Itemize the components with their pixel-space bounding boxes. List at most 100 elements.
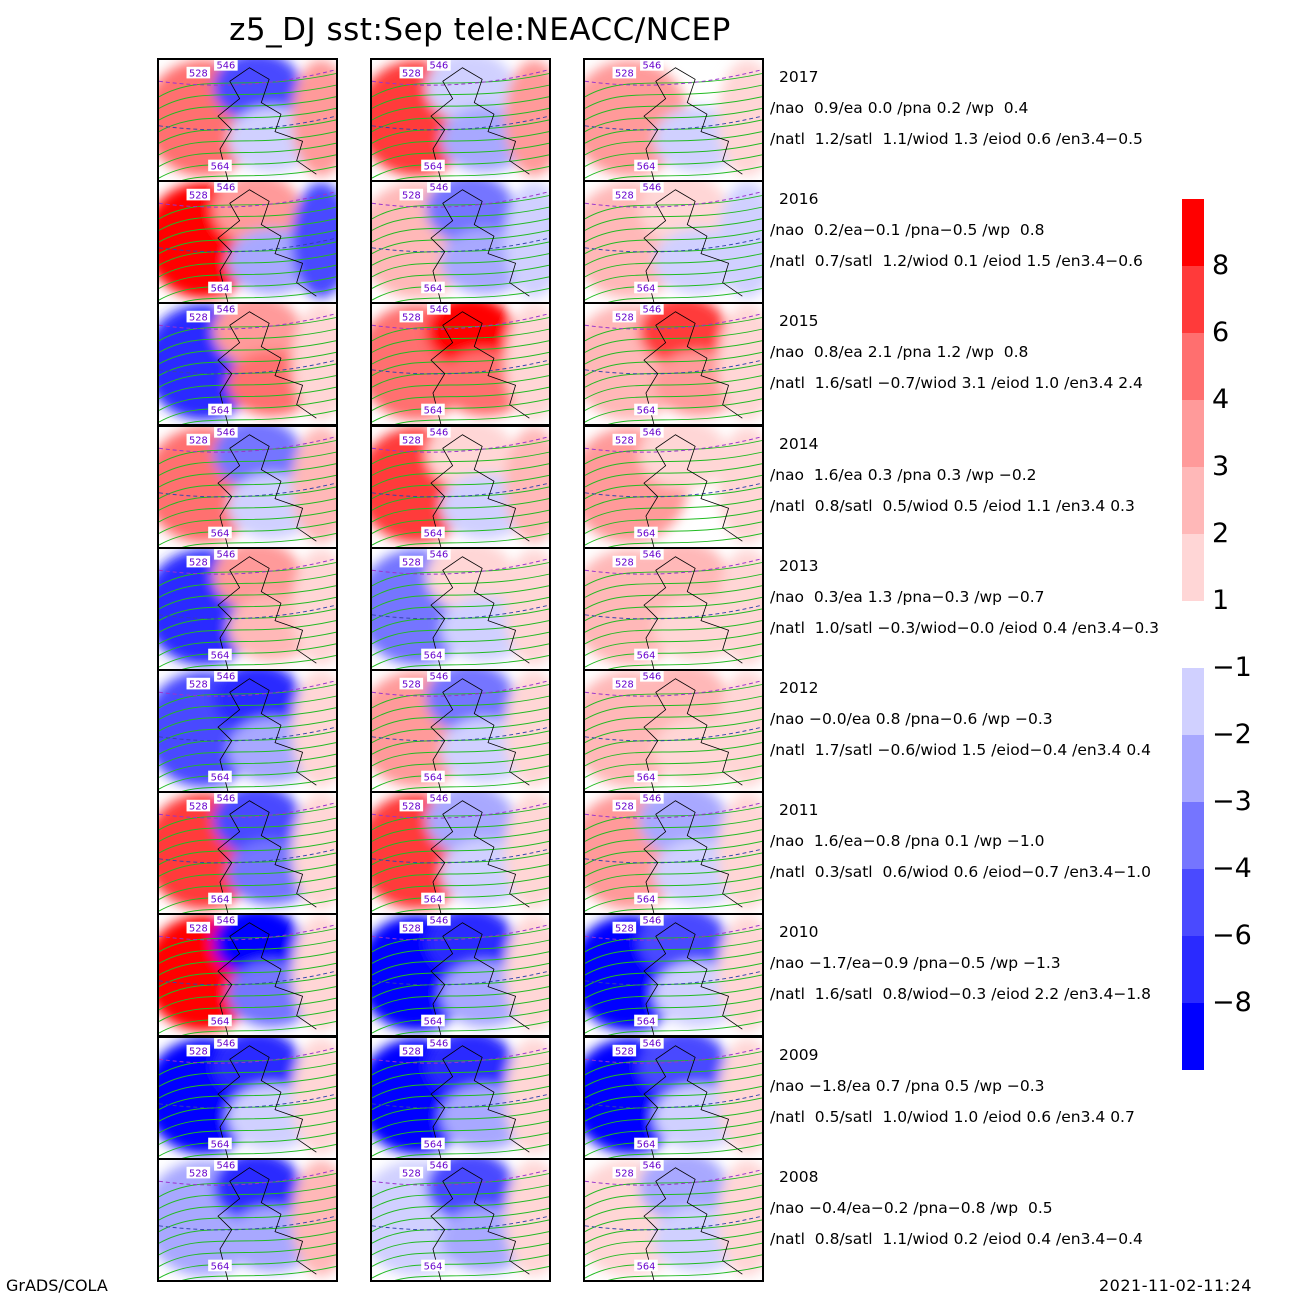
anomaly-blob xyxy=(291,1038,336,1155)
contour-label-bg xyxy=(186,799,211,812)
height-contour xyxy=(372,474,549,500)
height-contour xyxy=(182,654,336,669)
height-contour xyxy=(372,1120,549,1145)
contour-label-bg xyxy=(421,648,445,661)
contour-label-bg xyxy=(612,921,637,934)
teleconnection-indices: /nao 0.9/ea 0.0 /pna 0.2 /wp 0.4 xyxy=(770,99,1029,117)
contour-label-bg xyxy=(208,159,232,172)
sst-indices: /natl 0.5/satl 1.0/wiod 1.0 /eiod 0.6 /e… xyxy=(770,1108,1135,1126)
coastline xyxy=(430,922,530,1035)
height-contour xyxy=(159,864,336,889)
height-contour xyxy=(585,253,762,278)
map-panel-2010-1: 528 546 564 xyxy=(157,913,338,1037)
contour-label-bg xyxy=(612,799,637,812)
contour-label: 546 xyxy=(216,61,235,72)
contour-label-bg xyxy=(427,1038,451,1049)
height-contour xyxy=(182,409,336,424)
height-contour xyxy=(585,875,762,900)
contour-label-bg xyxy=(208,526,232,539)
contour-label: 546 xyxy=(642,916,661,927)
contour-label-bg xyxy=(186,66,211,79)
contour-label: 564 xyxy=(424,161,443,172)
contour-label-bg xyxy=(214,549,238,560)
height-contour xyxy=(372,229,549,255)
coastline xyxy=(643,434,743,547)
sst-indices: /natl 1.6/satl 0.8/wiod−0.3 /eiod 2.2 /e… xyxy=(770,985,1151,1003)
contour-label-bg xyxy=(186,1044,211,1057)
coastline xyxy=(217,678,317,791)
anomaly-blob xyxy=(504,60,549,177)
height-contour xyxy=(159,131,336,156)
contour-label: 546 xyxy=(642,61,661,72)
height-contour xyxy=(182,1020,336,1035)
contour-label: 564 xyxy=(424,1261,443,1272)
contour-label: 546 xyxy=(216,1039,235,1050)
height-contour xyxy=(585,131,762,156)
coastline xyxy=(217,434,317,547)
contour-label-bg xyxy=(427,427,451,438)
height-contour xyxy=(159,631,336,656)
clim-contour xyxy=(159,482,336,498)
contour-label: 528 xyxy=(189,191,208,202)
height-contour xyxy=(372,142,549,167)
clim-contour xyxy=(585,191,762,208)
legend-swatch xyxy=(1182,266,1204,333)
contour-label: 546 xyxy=(642,1161,661,1172)
clim-contour xyxy=(585,558,762,575)
contour-label-bg xyxy=(421,159,445,172)
contour-label: 564 xyxy=(211,405,230,416)
year-label: 2009 xyxy=(779,1046,819,1064)
height-contour xyxy=(585,573,762,598)
map-panel-2009-1: 528 546 564 xyxy=(157,1036,338,1160)
color-legend: 8 6 4 3 2 1 −1 −2 −3 −4 −6 −8 xyxy=(1182,0,1262,1100)
chart-title: z5_DJ sst:Sep tele:NEACC/NCEP xyxy=(229,12,731,48)
anomaly-blob xyxy=(291,671,336,788)
anomaly-blob xyxy=(291,915,336,1032)
height-contour xyxy=(372,1184,549,1209)
height-contour xyxy=(585,962,762,988)
contour-label-bg xyxy=(427,182,451,193)
contour-label: 564 xyxy=(424,650,443,661)
coastline xyxy=(643,922,743,1035)
anomaly-blob xyxy=(291,427,336,544)
contour-label-bg xyxy=(421,1014,445,1027)
coastline xyxy=(217,556,317,669)
height-contour xyxy=(395,165,549,180)
contour-label: 528 xyxy=(402,924,421,935)
contour-label-bg xyxy=(427,915,451,926)
height-contour xyxy=(585,498,762,523)
coastline xyxy=(217,189,317,302)
contour-label: 546 xyxy=(642,672,661,683)
contour-label-bg xyxy=(427,549,451,560)
contour-label: 564 xyxy=(637,161,656,172)
height-contour xyxy=(372,939,549,964)
height-contour xyxy=(585,620,762,645)
teleconnection-indices: /nao −1.7/ea−0.9 /pna−0.5 /wp −1.3 xyxy=(770,954,1061,972)
map-panel-2011-3: 528 546 564 xyxy=(583,791,764,915)
map-panel-2017-3: 528 546 564 xyxy=(583,58,764,182)
height-contour xyxy=(372,451,549,476)
contour-label: 564 xyxy=(211,894,230,905)
contour-label: 546 xyxy=(429,794,448,805)
coastline xyxy=(430,434,530,547)
contour-label: 564 xyxy=(637,894,656,905)
contour-label: 528 xyxy=(402,680,421,691)
contour-label-bg xyxy=(208,892,232,905)
height-contour xyxy=(585,1109,762,1134)
height-contour xyxy=(585,107,762,133)
contour-label-bg xyxy=(208,281,232,294)
clim-contour xyxy=(372,604,549,620)
coastline xyxy=(430,67,530,180)
contour-label: 546 xyxy=(642,305,661,316)
height-contour xyxy=(372,1242,549,1267)
contour-label-bg xyxy=(214,915,238,926)
contour-label-bg xyxy=(427,793,451,804)
anomaly-blob xyxy=(504,1160,549,1277)
clim-contour xyxy=(159,313,336,330)
height-contour xyxy=(585,206,762,231)
contour-label-bg xyxy=(612,66,637,79)
height-contour xyxy=(159,1231,336,1256)
anomaly-blob xyxy=(504,304,549,421)
map-panel-2014-2: 528 546 564 xyxy=(370,425,551,549)
contour-label: 546 xyxy=(429,305,448,316)
